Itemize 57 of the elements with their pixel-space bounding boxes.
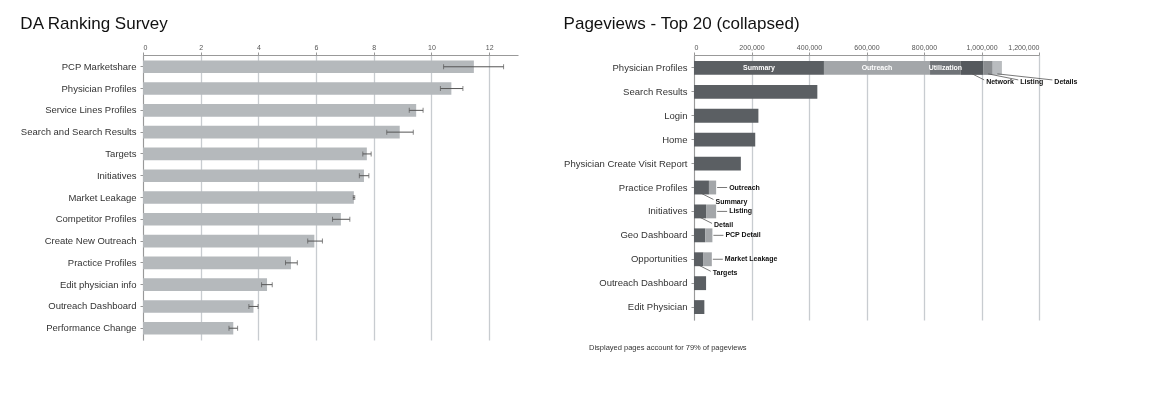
bar — [694, 300, 705, 315]
bar — [708, 180, 717, 195]
bar — [694, 180, 709, 195]
bar — [143, 212, 341, 226]
y-tick-label: Practice Profiles — [67, 256, 137, 268]
chart-title: Pageviews - Top 20 (collapsed) — [563, 14, 800, 33]
y-tick-label: Search Results — [623, 85, 688, 97]
y-tick-label: Physician Create Visit Report — [564, 157, 688, 169]
bar — [143, 125, 400, 139]
y-tick-label: Initiatives — [96, 169, 137, 181]
bar — [143, 256, 291, 270]
y-tick-label: Geo Dashboard — [620, 229, 688, 241]
bar — [705, 228, 713, 243]
chart-title: DA Ranking Survey — [20, 14, 169, 33]
bar — [143, 234, 315, 248]
bar — [143, 278, 268, 291]
y-tick-label: Edit physician info — [59, 278, 137, 290]
bar — [694, 156, 741, 171]
bar — [143, 147, 367, 161]
bar — [694, 252, 704, 267]
bar — [983, 60, 993, 75]
bar — [143, 300, 254, 313]
bar — [143, 191, 354, 204]
y-tick-label: Opportunities — [630, 253, 688, 265]
bar — [694, 84, 818, 99]
bar — [143, 104, 417, 117]
bar — [694, 276, 707, 291]
bar — [694, 228, 706, 243]
y-tick-label: Search and Search Results — [20, 126, 137, 138]
bar — [143, 60, 474, 74]
y-tick-label: Create New Outreach — [44, 235, 137, 247]
bar — [703, 252, 712, 267]
bar — [706, 204, 717, 219]
y-tick-label: Performance Change — [46, 322, 137, 334]
y-tick-label: Initiatives — [647, 205, 688, 217]
bar — [992, 60, 1002, 75]
bar — [694, 60, 824, 75]
y-tick-label: Targets — [105, 147, 137, 159]
y-tick-label: Physician Profiles — [612, 61, 688, 73]
y-tick-label: Physician Profiles — [61, 82, 137, 94]
y-tick-label: Outreach Dashboard — [48, 300, 137, 312]
y-tick-label: Login — [664, 109, 688, 121]
y-tick-label: Outreach Dashboard — [599, 277, 688, 289]
y-tick-label: Competitor Profiles — [55, 213, 137, 225]
bar — [143, 321, 234, 335]
bar — [694, 108, 759, 123]
y-tick-label: Market Leakage — [68, 191, 137, 203]
y-tick-label: Home — [662, 133, 688, 145]
bar — [694, 132, 756, 147]
y-tick-label: Practice Profiles — [618, 181, 688, 193]
bar — [143, 82, 452, 95]
y-tick-label: Edit Physician — [627, 301, 688, 313]
bar — [143, 169, 364, 183]
y-tick-label: PCP Marketshare — [61, 60, 137, 72]
bar — [694, 204, 707, 219]
y-tick-label: Service Lines Profiles — [45, 104, 137, 116]
bar — [823, 60, 931, 75]
